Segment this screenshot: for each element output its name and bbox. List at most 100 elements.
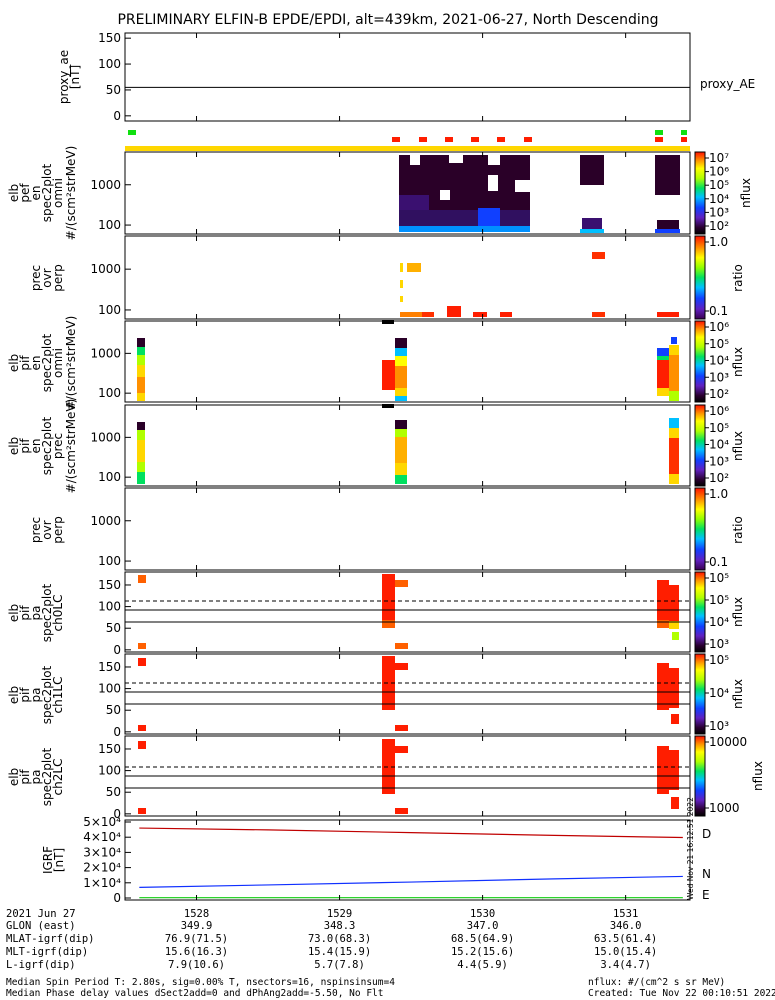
x-axis-ticks — [196, 33, 627, 900]
spec-block — [655, 229, 680, 233]
spec-block — [400, 312, 422, 317]
y-ticks: 100 1000 — [90, 514, 131, 568]
y-ticks: 100 1000 — [90, 262, 131, 317]
panel-prec-ovr-perp-ions: 100 1000 prec ovr perp 1.0 0.1 ratio — [29, 487, 745, 571]
spec-block — [407, 263, 421, 272]
spec-block — [582, 218, 602, 230]
colorbar — [694, 571, 706, 653]
xaxis-row-value: 348.3 — [323, 920, 356, 932]
spectrogram — [400, 252, 679, 317]
colorbar-tick-label: 10⁷ — [709, 151, 729, 165]
colorbar-label: nflux — [731, 597, 745, 627]
svg-text:spec2plot: spec2plot — [40, 583, 54, 642]
status-mark-green — [681, 130, 687, 135]
colorbar-tick-label: 10⁵ — [709, 593, 729, 607]
svg-text:[nT]: [nT] — [52, 848, 66, 872]
svg-text:en: en — [29, 439, 43, 454]
spec-block — [447, 306, 461, 317]
ylabel-group: proxy_ae [nT] — [57, 50, 82, 104]
y-tick-label: 3×10⁴ — [83, 845, 121, 859]
ylabel-group: prec ovr perp — [29, 516, 65, 544]
y-tick-label: 1×10⁴ — [83, 876, 121, 890]
colorbar-label: ratio — [731, 516, 745, 544]
status-mark-red — [445, 137, 453, 142]
status-mark-red — [681, 137, 687, 142]
svg-text:elb: elb — [7, 354, 21, 372]
svg-text:spec2plot: spec2plot — [40, 416, 54, 475]
xaxis-row-value: 7.9(10.6) — [168, 959, 225, 971]
spec-block — [478, 208, 500, 226]
colorbar-tick-label: 10⁴ — [709, 192, 729, 206]
colorbar-tick-label: 10⁶ — [709, 404, 729, 418]
ylabel-line: proxy_ae — [57, 50, 71, 104]
colorbar-tick-label: 10⁶ — [709, 320, 729, 334]
colorbar-tick-label: 0.1 — [709, 555, 728, 569]
series-label-D: D — [702, 827, 711, 841]
svg-text:pa: pa — [29, 606, 43, 621]
y-ticks: 0 50 100 150 — [98, 660, 131, 739]
colorbar-tick-label: 1.0 — [709, 487, 728, 501]
svg-text:omni: omni — [51, 178, 65, 208]
y-tick-label: 0 — [113, 643, 121, 657]
colorbar-tick-label: 10² — [709, 471, 729, 485]
y-tick-label: 0 — [113, 807, 121, 821]
spec-block — [655, 155, 680, 195]
y-tick-label: 5×10⁴ — [83, 815, 121, 829]
y-tick-label: 150 — [98, 660, 121, 674]
y-tick-label: 100 — [98, 218, 121, 232]
spec-block — [399, 226, 530, 232]
right-label: proxy_AE — [700, 77, 755, 91]
ylabel-group: elb pif en spec2plot omni #/(scm²strMeV) — [7, 316, 78, 411]
svg-text:spec2plot: spec2plot — [40, 747, 54, 806]
y-ticks: 0 50 100 150 — [98, 742, 131, 821]
colorbar-label: ratio — [731, 264, 745, 292]
svg-text:spec2plot: spec2plot — [40, 333, 54, 392]
status-bars — [125, 130, 690, 151]
svg-text:elb: elb — [7, 437, 21, 455]
colorbar-tick-label: 1000 — [709, 801, 740, 815]
y-tick-label: 1000 — [90, 262, 121, 276]
xaxis-row-value: 73.0(68.3) — [307, 933, 372, 945]
status-mark-red — [524, 137, 532, 142]
series-label-E: E — [702, 888, 710, 902]
svg-text:elb: elb — [7, 604, 21, 622]
panel-frame — [124, 151, 691, 235]
svg-text:elb: elb — [7, 768, 21, 786]
spec-block — [580, 229, 604, 233]
colorbar-tick-label: 0.1 — [709, 304, 728, 318]
status-mark-red — [419, 137, 427, 142]
panel-prec-ovr-perp-electrons: 100 1000 prec ovr perp 1.0 0.1 ratio — [29, 235, 745, 320]
svg-text:prec: prec — [29, 517, 43, 543]
panel-frame — [124, 571, 691, 653]
status-mark-red — [471, 137, 479, 142]
spec-block — [422, 312, 434, 317]
colorbar — [694, 735, 706, 817]
svg-text:ch1LC: ch1LC — [51, 677, 65, 714]
ylabel-group: elb pif pa spec2plot ch0LC — [7, 583, 65, 642]
xaxis-row-value: 346.0 — [609, 920, 642, 932]
colorbar-tick-label: 10⁵ — [709, 571, 729, 585]
y-tick-label: 50 — [106, 785, 121, 799]
y-tick-label: 150 — [98, 742, 121, 756]
colorbar-tick-label: 10³ — [709, 205, 729, 219]
ylabel-group: elb pif pa spec2plot ch1LC — [7, 665, 65, 724]
colorbar-tick-label: 10⁴ — [709, 438, 729, 452]
igrf-series-N — [139, 875, 683, 888]
panel-frame — [124, 320, 691, 403]
xaxis-row-label: L-igrf(dip) — [6, 959, 76, 971]
xaxis-row-value: 63.5(61.4) — [594, 933, 658, 945]
svg-text:IGRF: IGRF — [41, 846, 55, 874]
xaxis-row-value: 68.5(64.9) — [450, 933, 515, 945]
x-tick-label: 1528 — [183, 908, 210, 920]
svg-text:ch0LC: ch0LC — [51, 595, 65, 632]
panel-frame — [124, 32, 691, 122]
xaxis-row-label: MLT-igrf(dip) — [6, 946, 89, 958]
svg-text:elb: elb — [7, 184, 21, 202]
spectrogram — [137, 320, 679, 401]
colorbar-tick-label: 10⁵ — [709, 337, 729, 351]
colorbar-ticks: 10⁶ 10⁵ 10⁴ 10³ 10² — [705, 404, 729, 485]
y-ticks: 0 50 100 150 — [98, 578, 131, 657]
